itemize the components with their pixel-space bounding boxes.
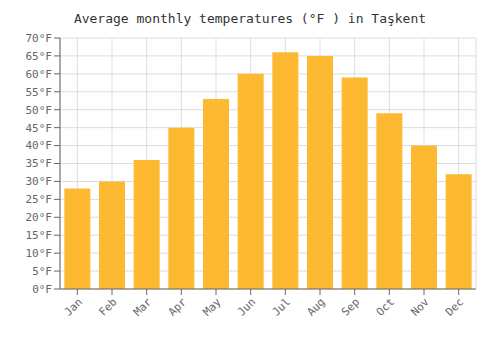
- svg-text:Sep: Sep: [339, 295, 362, 318]
- svg-text:Jul: Jul: [270, 295, 293, 318]
- svg-text:65°F: 65°F: [26, 50, 53, 63]
- svg-text:Jun: Jun: [235, 295, 258, 318]
- svg-text:Nov: Nov: [408, 295, 432, 319]
- svg-text:70°F: 70°F: [26, 32, 53, 45]
- svg-text:0°F: 0°F: [32, 283, 52, 296]
- svg-text:60°F: 60°F: [26, 68, 53, 81]
- html-text:Average monthly temperatures (: Average monthly temperatures (°F ) in Ta…: [73, 11, 427, 26]
- svg-text:50°F: 50°F: [26, 104, 53, 117]
- svg-text:Dec: Dec: [443, 295, 466, 318]
- svg-text:55°F: 55°F: [26, 86, 53, 99]
- svg-text:Feb: Feb: [96, 295, 119, 318]
- svg-text:35°F: 35°F: [26, 157, 53, 170]
- svg-text:Aug: Aug: [304, 295, 327, 318]
- svg-text:May: May: [200, 295, 224, 319]
- svg-text:15°F: 15°F: [26, 229, 53, 242]
- svg-text:Oct: Oct: [374, 295, 397, 318]
- svg-text:Mar: Mar: [131, 295, 155, 319]
- svg-text:5°F: 5°F: [32, 265, 52, 278]
- svg-text:Jan: Jan: [62, 295, 85, 318]
- svg-text:40°F: 40°F: [26, 139, 53, 152]
- svg-text:20°F: 20°F: [26, 211, 53, 224]
- svg-text:10°F: 10°F: [26, 247, 53, 260]
- svg-text:45°F: 45°F: [26, 122, 53, 135]
- svg-text:25°F: 25°F: [26, 193, 53, 206]
- svg-text:Apr: Apr: [166, 295, 190, 319]
- svg-text:30°F: 30°F: [26, 175, 53, 188]
